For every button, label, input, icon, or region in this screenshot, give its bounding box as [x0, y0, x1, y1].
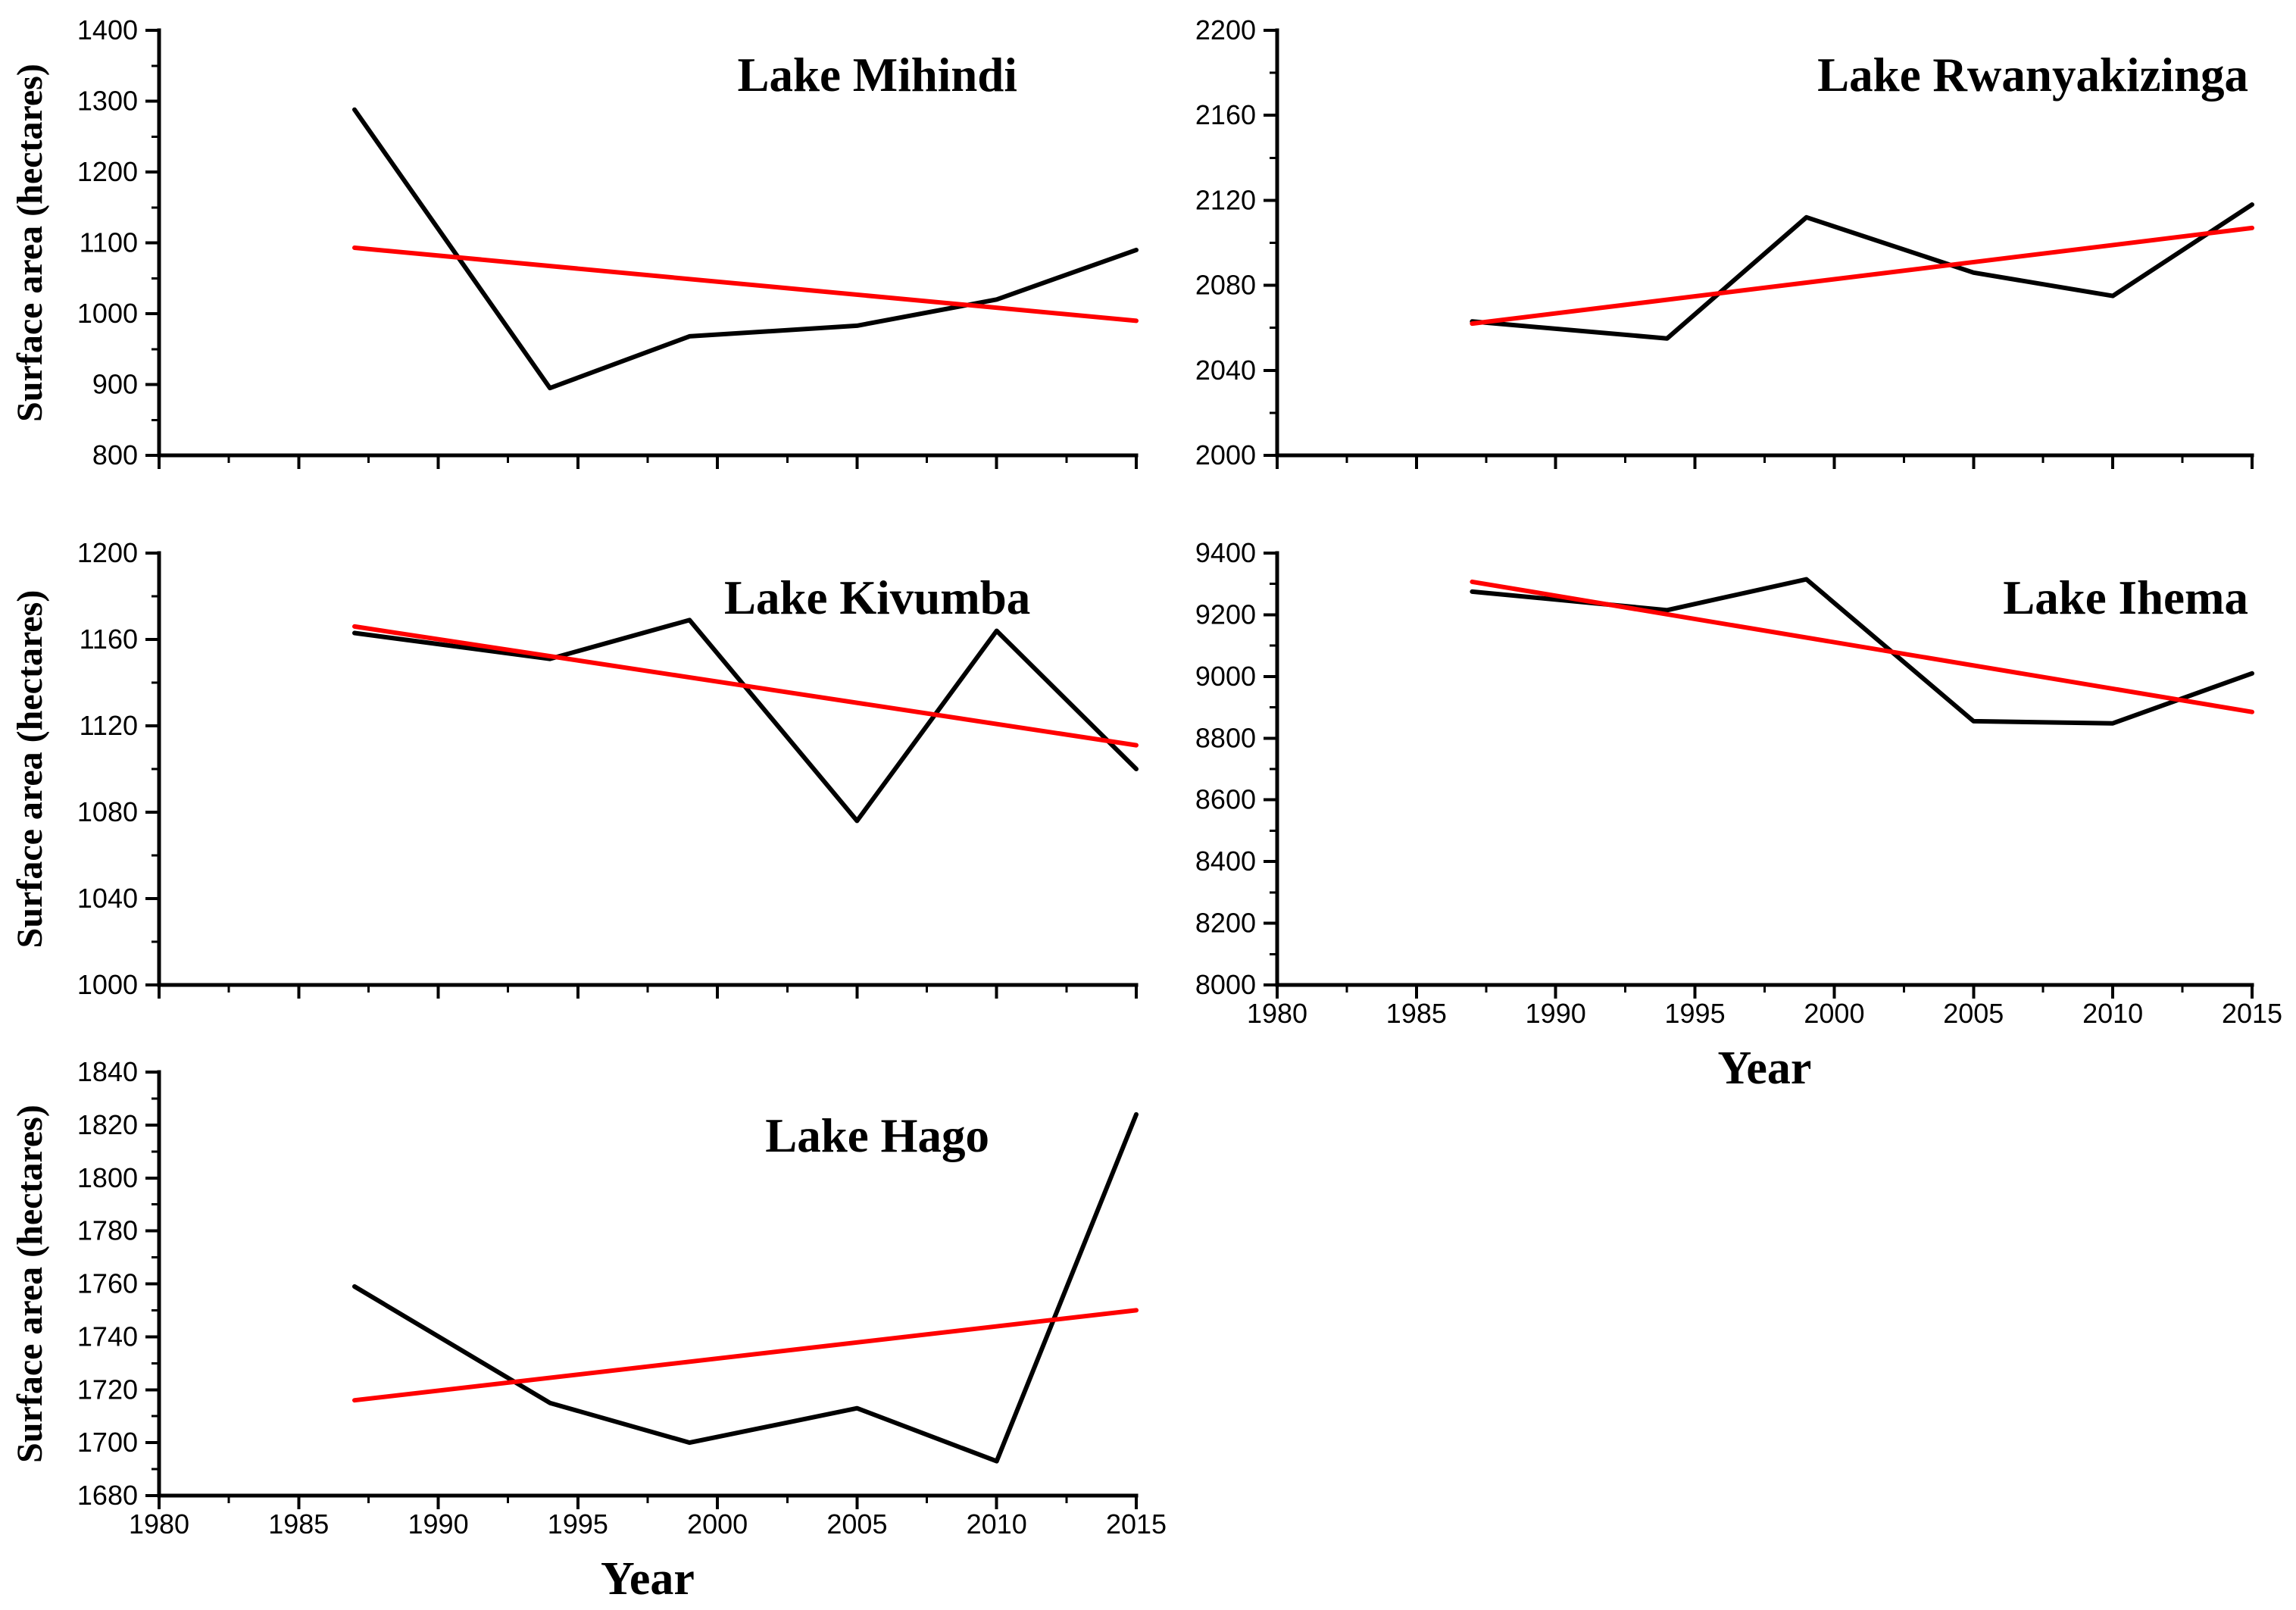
y-tick-label: 1080	[77, 796, 138, 827]
y-tick-label: 2200	[1195, 14, 1256, 45]
y-tick-label: 9000	[1195, 661, 1256, 692]
trend-line	[352, 624, 1139, 748]
y-tick-label: 9200	[1195, 599, 1256, 630]
axes	[1264, 28, 2254, 469]
axes	[145, 28, 1139, 469]
y-tick-label: 1780	[77, 1215, 138, 1246]
x-tick-label: 1990	[1526, 998, 1586, 1029]
x-axis-label: Year	[601, 1553, 695, 1605]
x-tick-label: 2015	[2222, 998, 2282, 1029]
axes	[145, 551, 1139, 999]
x-tick-label: 1995	[548, 1508, 608, 1540]
y-tick-label: 2000	[1195, 439, 1256, 470]
y-tick-label: 8000	[1195, 969, 1256, 1000]
y-tick-label: 1720	[77, 1374, 138, 1405]
chart-title: Lake Ihema	[2003, 571, 2248, 624]
y-tick-label: 800	[92, 439, 138, 470]
y-tick-label: 2040	[1195, 355, 1256, 386]
y-tick-label: 1700	[77, 1427, 138, 1458]
x-tick-label: 1985	[268, 1508, 329, 1540]
chart-lake-rwanyakizinga: 2000 2040 2080 2120 2160 2200 Lake Rwanyakizin…	[1195, 14, 2254, 470]
y-axis-label: Surface area (hectares)	[10, 64, 50, 422]
chart-lake-kivumba: 1000 1040 1080 1120 1160 1200 Lake Kivumba Surf…	[10, 537, 1139, 1000]
y-tick-label: 9400	[1195, 537, 1256, 568]
chart-title: Lake Rwanyakizinga	[1817, 48, 2248, 102]
y-tick-label: 1000	[77, 298, 138, 329]
y-tick-label: 1040	[77, 883, 138, 914]
y-tick-label: 1200	[77, 156, 138, 187]
trend-line	[352, 245, 1139, 324]
chart-lake-ihema: 8000 8200 8400 8600 8800 9000 9200 9400 1980 1985…	[1195, 537, 2282, 1094]
trend-line	[352, 1308, 1139, 1403]
x-tick-label: 2005	[826, 1508, 887, 1540]
x-tick-label: 1985	[1386, 998, 1447, 1029]
x-tick-label: 1995	[1665, 998, 1726, 1029]
y-tick-label: 900	[92, 369, 138, 400]
y-tick-label: 1200	[77, 537, 138, 568]
observed-series-line	[352, 107, 1139, 391]
y-tick-label: 1820	[77, 1109, 138, 1140]
observed-series-line	[1470, 202, 2254, 341]
x-tick-label: 2000	[687, 1508, 748, 1540]
x-axis-label: Year	[1718, 1043, 1812, 1094]
y-tick-label: 1000	[77, 969, 138, 1000]
y-tick-label: 1120	[80, 710, 138, 741]
y-tick-label: 1100	[80, 227, 138, 258]
y-tick-label: 8200	[1195, 908, 1256, 939]
chart-lake-mihindi: 800 900 1000 1100 1200 1300 1400 Lake Mihindi Su…	[10, 14, 1139, 470]
y-tick-label: 1300	[77, 86, 138, 117]
x-tick-label: 1990	[408, 1508, 469, 1540]
y-tick-label: 1760	[77, 1268, 138, 1299]
observed-series-line	[352, 1111, 1139, 1464]
x-tick-label: 2000	[1804, 998, 1864, 1029]
axes	[145, 1070, 1139, 1509]
chart-title: Lake Mihindi	[737, 48, 1017, 102]
chart-title: Lake Kivumba	[724, 571, 1030, 624]
y-tick-label: 1160	[80, 624, 138, 655]
trend-line	[1470, 579, 2254, 714]
chart-title: Lake Hago	[765, 1109, 989, 1162]
y-tick-label: 8600	[1195, 784, 1256, 815]
chart-lake-hago: 1680 1700 1720 1740 1760 1780 1800 1820 1840 1980…	[10, 1056, 1167, 1605]
x-tick-label: 1980	[1247, 998, 1307, 1029]
y-tick-label: 1800	[77, 1162, 138, 1193]
y-tick-label: 8800	[1195, 722, 1256, 753]
y-tick-label: 1740	[77, 1321, 138, 1352]
trend-line	[1470, 225, 2254, 327]
y-tick-label: 2080	[1195, 270, 1256, 301]
observed-series-line	[352, 617, 1139, 824]
x-tick-label: 2010	[967, 1508, 1027, 1540]
y-tick-label: 1400	[77, 14, 138, 45]
y-tick-label: 8400	[1195, 846, 1256, 877]
axes	[1264, 551, 2254, 999]
y-tick-label: 1840	[77, 1056, 138, 1087]
x-tick-label: 2005	[1943, 998, 2004, 1029]
y-tick-label: 1680	[77, 1480, 138, 1511]
y-tick-label: 2160	[1195, 99, 1256, 130]
y-tick-label: 2120	[1195, 184, 1256, 215]
x-tick-label: 1980	[129, 1508, 189, 1540]
x-tick-label: 2010	[2082, 998, 2143, 1029]
y-axis-label: Surface area (hectares)	[10, 1105, 50, 1463]
y-axis-label: Surface area (hectares)	[10, 590, 50, 949]
x-tick-label: 2015	[1106, 1508, 1167, 1540]
